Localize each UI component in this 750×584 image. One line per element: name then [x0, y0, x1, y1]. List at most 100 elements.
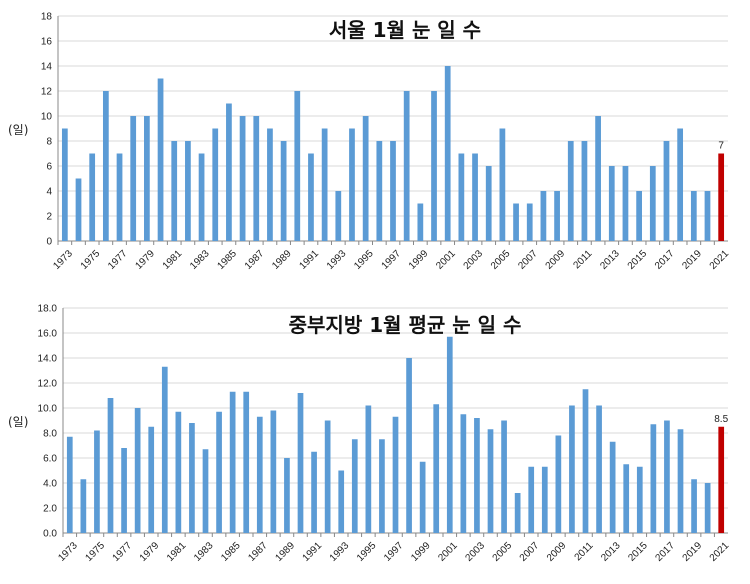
bar	[691, 479, 697, 533]
y-tick-label: 4	[46, 187, 52, 198]
bar	[664, 420, 670, 533]
y-tick-label: 4.0	[43, 479, 57, 490]
bar	[609, 441, 616, 533]
bar	[485, 166, 492, 241]
bar	[335, 191, 342, 241]
x-tick-label: 2017	[653, 248, 677, 272]
bar	[581, 141, 588, 241]
bar	[403, 91, 410, 241]
bar	[148, 426, 155, 533]
bar	[690, 191, 697, 241]
bar	[308, 153, 314, 241]
bar	[567, 141, 574, 241]
bar	[61, 128, 68, 241]
bar	[379, 439, 385, 533]
x-tick-label: 2021	[708, 248, 732, 272]
bar	[134, 408, 141, 533]
x-tick-label: 1975	[83, 540, 107, 564]
bar	[102, 91, 109, 241]
bar	[458, 153, 465, 241]
y-tick-label: 0	[46, 237, 52, 248]
bar	[256, 416, 263, 533]
bar	[417, 203, 424, 241]
bar	[121, 448, 127, 533]
x-tick-label: 1991	[298, 248, 322, 272]
x-tick-label: 1979	[133, 248, 157, 272]
bar	[595, 116, 601, 241]
x-tick-label: 1987	[246, 540, 270, 564]
bar	[541, 466, 548, 533]
x-tick-label: 1983	[192, 540, 216, 564]
bar	[294, 91, 301, 241]
bar	[189, 423, 195, 533]
x-tick-label: 1977	[111, 540, 135, 564]
bar	[555, 435, 562, 533]
x-tick-label: 2005	[489, 248, 513, 272]
bar	[582, 389, 589, 533]
bar	[704, 483, 711, 533]
bar	[280, 141, 287, 241]
y-tick-label: 6	[46, 162, 52, 173]
bar	[444, 66, 451, 241]
bar	[89, 153, 96, 241]
x-tick-label: 2013	[599, 540, 623, 564]
y-tick-label: 12.0	[38, 379, 58, 390]
bar	[144, 116, 150, 241]
y-axis-label: (일)	[8, 415, 29, 429]
bar	[446, 336, 453, 533]
x-tick-label: 1989	[273, 540, 297, 564]
bar	[650, 424, 657, 533]
bar	[649, 166, 656, 241]
bar	[365, 405, 372, 533]
bar	[540, 191, 547, 241]
bar	[636, 466, 643, 533]
bar	[229, 391, 236, 533]
bar	[157, 78, 164, 241]
x-tick-label: 2011	[573, 540, 596, 563]
x-tick-label: 1999	[409, 540, 433, 564]
bar	[487, 429, 494, 533]
bar	[253, 116, 260, 241]
bar	[677, 429, 684, 533]
chart-title: 서울 1월 눈 일 수	[328, 18, 482, 42]
y-axis-label: (일)	[8, 123, 29, 137]
y-tick-label: 0.0	[43, 529, 57, 540]
x-tick-label: 1983	[188, 248, 212, 272]
y-tick-label: 10	[41, 112, 53, 123]
bar	[513, 203, 519, 241]
data-label: 8.5	[714, 414, 728, 425]
x-tick-label: 1985	[219, 540, 243, 564]
bar-highlight	[718, 426, 725, 533]
x-tick-label: 2013	[598, 248, 622, 272]
bar	[75, 178, 82, 241]
bar	[270, 410, 277, 533]
bar	[390, 141, 396, 241]
bar	[636, 191, 642, 241]
y-tick-label: 8.0	[43, 429, 57, 440]
x-tick-label: 2003	[462, 248, 486, 272]
chart-panel-seoul: 0 2 4 6 8 10 12 14 16 18 7 1973 1975 1977 1979 1981 1983…	[0, 0, 750, 290]
chart-svg-central: 0.0 2.0 4.0 6.0 8.0 10.0 12.0 14.0 16.0 18.0 8.5 19…	[38, 304, 732, 564]
x-tick-label: 2005	[491, 540, 515, 564]
bar	[66, 436, 73, 533]
bar	[569, 405, 575, 533]
y-tick-label: 18	[41, 12, 53, 23]
bar	[472, 153, 478, 241]
bar	[419, 461, 426, 533]
bar	[202, 449, 209, 533]
x-tick-label: 1977	[106, 248, 130, 272]
bar	[212, 128, 219, 241]
x-tick-label: 2001	[436, 540, 460, 564]
bar	[431, 91, 437, 241]
x-tick-label: 1993	[325, 248, 349, 272]
x-tick-label: 1973	[56, 540, 80, 564]
x-tick-label: 1993	[328, 540, 352, 564]
bar	[284, 458, 290, 533]
data-label: 7	[718, 141, 724, 152]
x-tick-label: 1973	[51, 248, 75, 272]
bar	[362, 116, 369, 241]
bar	[622, 166, 629, 241]
bar	[175, 411, 182, 533]
y-tick-label: 18.0	[38, 304, 58, 315]
bar	[311, 451, 317, 533]
